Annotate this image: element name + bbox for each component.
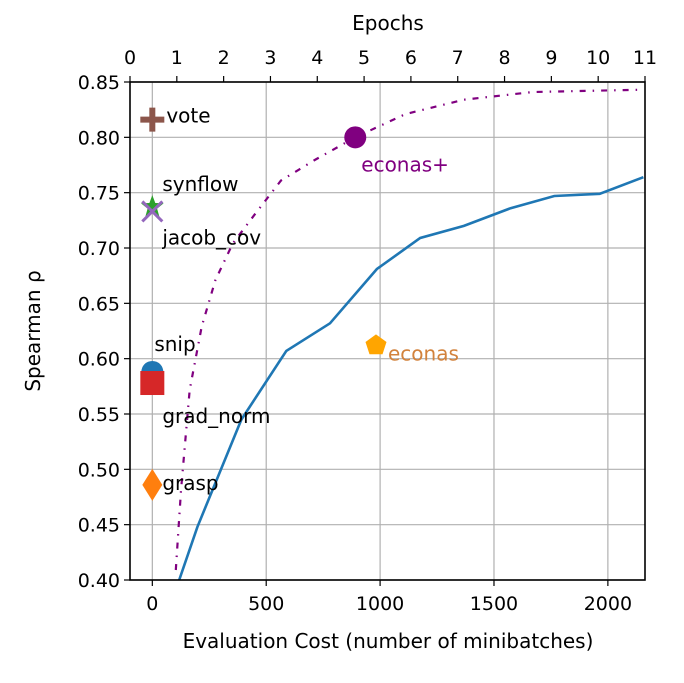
x-tick-label: 500 (248, 593, 284, 615)
y-tick-label: 0.65 (78, 293, 120, 315)
y-tick-label: 0.75 (78, 183, 120, 205)
x-axis-label: Evaluation Cost (number of minibatches) (183, 629, 594, 653)
top-x-tick-label: 0 (124, 47, 136, 69)
top-x-tick-label: 4 (311, 47, 323, 69)
top-x-tick-label: 5 (358, 47, 370, 69)
top-x-tick-label: 6 (405, 47, 417, 69)
y-tick-label: 0.70 (78, 238, 120, 260)
y-tick-label: 0.80 (78, 127, 120, 149)
point-label-grad_norm: grad_norm (162, 404, 270, 428)
x-tick-label: 2000 (584, 593, 632, 615)
top-x-tick-label: 1 (171, 47, 183, 69)
marker-synflow (140, 195, 164, 217)
y-tick-label: 0.60 (78, 349, 120, 371)
marker-jacob_cov (141, 200, 164, 223)
y-tick-label: 0.45 (78, 515, 120, 537)
y-axis-label: Spearman ρ (21, 270, 45, 391)
point-label-econas-plus: econas+ (361, 152, 449, 176)
x-tick-label: 0 (146, 593, 158, 615)
y-tick-label: 0.50 (78, 459, 120, 481)
top-x-tick-label: 8 (498, 47, 510, 69)
point-label-snip: snip (154, 332, 195, 356)
point-label-vote: vote (166, 104, 210, 128)
marker-grasp (142, 468, 163, 501)
point-label-econas: econas (388, 341, 459, 365)
y-tick-label: 0.85 (78, 72, 120, 94)
top-x-tick-label: 9 (545, 47, 557, 69)
x-tick-label: 1000 (356, 593, 404, 615)
marker-econas (365, 334, 387, 355)
y-tick-label: 0.40 (78, 570, 120, 592)
marker-econas-plus (344, 126, 367, 149)
top-x-tick-label: 11 (633, 47, 657, 69)
marker-vote (140, 107, 165, 132)
top-x-tick-label: 2 (218, 47, 230, 69)
series-lines (174, 88, 644, 581)
top-x-tick-label: 7 (452, 47, 464, 69)
top-axis-label: Epochs (352, 11, 424, 35)
point-label-synflow: synflow (162, 172, 238, 196)
x-tick-label: 1500 (470, 593, 518, 615)
point-label-jacob_cov: jacob_cov (161, 225, 261, 249)
series-line-1 (174, 88, 644, 571)
plot-frame (129, 81, 646, 581)
ticks: 0 500 1000 1500 2000 0.40 0.45 0.50 0.55 0.60 0.65… (78, 47, 657, 615)
y-tick-label: 0.55 (78, 404, 120, 426)
markers (140, 107, 387, 501)
point-label-grasp: grasp (162, 471, 218, 495)
top-x-tick-label: 3 (264, 47, 276, 69)
series-line-0 (177, 175, 644, 581)
top-x-tick-label: 10 (586, 47, 610, 69)
marker-grad_norm (140, 371, 165, 396)
